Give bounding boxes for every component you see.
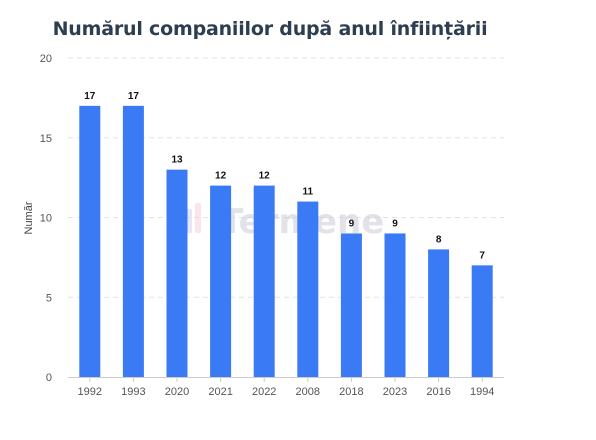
bar-2020[interactable] <box>166 169 188 377</box>
bar-1994[interactable] <box>471 265 493 377</box>
y-tick-label: 0 <box>46 372 52 384</box>
x-tick-label-2022: 2022 <box>252 386 276 398</box>
y-axis: 0 5 10 15 20 <box>40 53 52 384</box>
data-label-1993: 17 <box>128 91 140 102</box>
y-tick-label: 20 <box>40 53 52 65</box>
data-label-2018: 9 <box>349 218 355 229</box>
x-tick-label-1994: 1994 <box>470 386 494 398</box>
x-tick-label-1993: 1993 <box>121 386 145 398</box>
x-tick-label-2023: 2023 <box>383 386 407 398</box>
bar-1992[interactable] <box>79 105 101 377</box>
data-label-2023: 9 <box>392 218 398 229</box>
y-tick-label: 15 <box>40 133 52 145</box>
bar-2008[interactable] <box>297 201 319 377</box>
bars-layer <box>79 105 493 377</box>
labels-layer: 17 17 13 12 12 11 9 9 8 7 <box>84 91 485 262</box>
bar-2021[interactable] <box>210 185 232 377</box>
bar-2023[interactable] <box>384 233 406 377</box>
x-tick-label-2021: 2021 <box>208 386 232 398</box>
data-label-1994: 7 <box>479 250 485 261</box>
x-tick-label-2008: 2008 <box>296 386 320 398</box>
bar-2022[interactable] <box>253 185 275 377</box>
y-tick-label: 10 <box>40 213 52 225</box>
x-tick-label-1992: 1992 <box>78 386 102 398</box>
bar-1993[interactable] <box>122 105 144 377</box>
data-label-2016: 8 <box>436 234 442 245</box>
y-tick-label: 5 <box>46 292 52 304</box>
x-axis: 1992 1993 2020 2021 2022 2008 2018 2023 2016 1994 <box>68 377 504 398</box>
x-tick-label-2020: 2020 <box>165 386 189 398</box>
data-label-2008: 11 <box>303 187 314 198</box>
chart-title: Numărul companiilor după anul înființări… <box>52 18 488 40</box>
x-tick-label-2016: 2016 <box>426 386 450 398</box>
bar-2018[interactable] <box>340 233 362 377</box>
data-label-2022: 12 <box>259 171 271 182</box>
data-label-1992: 17 <box>84 91 96 102</box>
x-tick-label-2018: 2018 <box>339 386 363 398</box>
y-axis-title: Număr <box>23 201 35 234</box>
data-label-2021: 12 <box>215 171 227 182</box>
bar-2016[interactable] <box>428 249 450 377</box>
data-label-2020: 13 <box>171 155 183 166</box>
